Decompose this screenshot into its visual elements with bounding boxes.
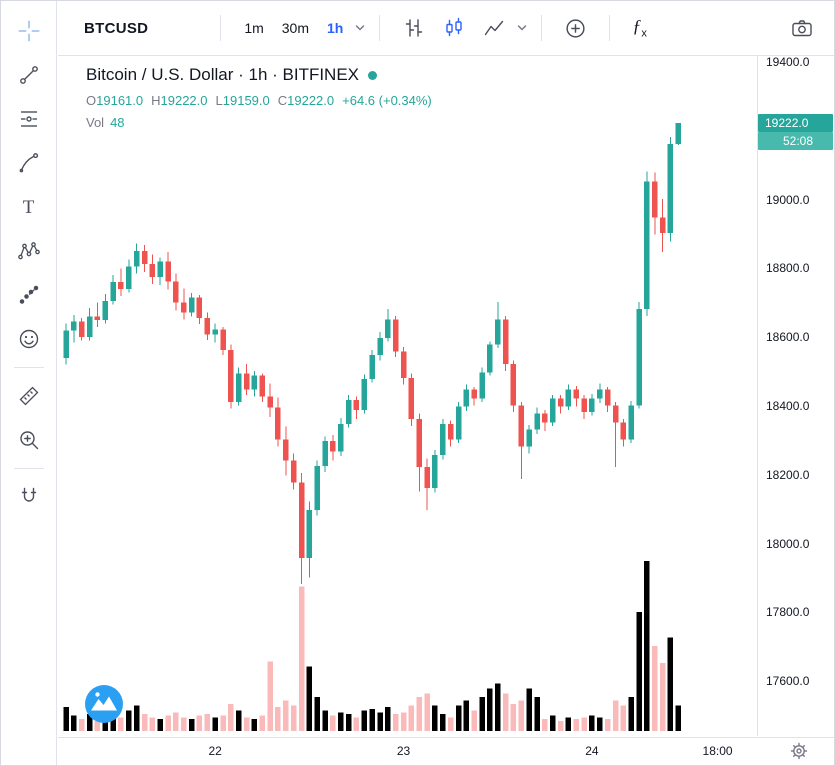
bar-countdown-badge: 52:08	[758, 132, 833, 151]
compare-button[interactable]	[564, 17, 587, 40]
prediction-tool-button[interactable]	[9, 273, 49, 317]
candles-chart-icon	[446, 17, 463, 37]
area-chart-icon	[485, 20, 504, 36]
chart-type-area-button[interactable]	[482, 16, 506, 40]
legend-title-row: Bitcoin / U.S. Dollar · 1h · BITFINEX	[86, 65, 440, 85]
price-tick-label: 18400.0	[766, 398, 810, 413]
indicators-button[interactable]: ƒx	[632, 17, 647, 40]
fib-retracement-icon	[20, 111, 37, 127]
toolbar-separator	[541, 15, 543, 41]
toolbar-separator	[220, 15, 222, 41]
toolbar-separator	[379, 15, 381, 41]
time-axis[interactable]: 22 23 24 18:00	[58, 737, 834, 765]
measure-tool-button[interactable]	[9, 374, 49, 418]
crosshair-icon	[18, 20, 39, 42]
main-toolbar: BTCUSD 1m 30m 1h	[58, 1, 834, 56]
chart-type-candles-button[interactable]	[442, 16, 466, 40]
zoom-in-tool-button[interactable]	[9, 418, 49, 462]
ruler-icon	[19, 386, 38, 406]
chart-pane[interactable]: Bitcoin / U.S. Dollar · 1h · BITFINEX O1…	[58, 56, 757, 736]
time-tick-label: 24	[585, 744, 599, 758]
text-tool-icon: T	[22, 196, 35, 218]
magnet-icon	[21, 487, 36, 502]
chevron-down-icon	[356, 25, 365, 31]
price-tick-label: 18200.0	[766, 467, 810, 482]
market-status-icon[interactable]	[368, 70, 378, 80]
gear-icon	[790, 742, 808, 760]
time-tick-label: 23	[396, 744, 411, 758]
trend-line-icon	[19, 66, 38, 84]
price-tick-label: 17600.0	[766, 674, 810, 689]
timeframe-menu-button[interactable]	[355, 24, 365, 32]
xabcd-pattern-tool-button[interactable]	[9, 229, 49, 273]
tradingview-logo[interactable]	[84, 684, 124, 724]
timeframe-1m-button[interactable]: 1m	[244, 20, 264, 36]
chart-settings-button[interactable]	[790, 742, 808, 765]
xabcd-pattern-icon	[17, 242, 40, 260]
toolbar-separator	[609, 15, 611, 41]
logo-icon	[85, 685, 123, 723]
chart-title[interactable]: Bitcoin / U.S. Dollar · 1h · BITFINEX	[86, 65, 360, 84]
price-tick-label: 19400.0	[766, 54, 810, 69]
forecast-icon	[19, 285, 38, 304]
chart-type-menu-button[interactable]	[517, 24, 527, 32]
text-tool-button[interactable]: T	[9, 185, 49, 229]
chart-type-bars-button[interactable]	[402, 16, 426, 40]
camera-icon	[792, 20, 812, 37]
bars-chart-icon	[406, 19, 423, 37]
price-axis[interactable]: 19222.0 52:08 19400.019200.019000.018800…	[757, 54, 834, 736]
drawing-toolbar: T	[1, 1, 57, 765]
price-tick-label: 17800.0	[766, 605, 810, 620]
price-tick-label: 18800.0	[766, 261, 810, 276]
zoom-in-icon	[19, 431, 38, 450]
chevron-down-icon	[518, 25, 527, 31]
brush-icon	[19, 153, 38, 173]
timeframe-30m-button[interactable]: 30m	[281, 20, 309, 36]
price-tick-label: 18600.0	[766, 330, 810, 345]
crosshair-tool-button[interactable]	[9, 9, 49, 53]
fib-retracement-tool-button[interactable]	[9, 97, 49, 141]
toolbar-divider	[13, 468, 44, 469]
smiley-icon	[19, 329, 38, 349]
toolbar-divider	[13, 367, 44, 368]
magnet-tool-button[interactable]	[9, 475, 49, 519]
emoji-tool-button[interactable]	[9, 317, 49, 361]
time-tick-label: 22	[208, 744, 222, 758]
screenshot-button[interactable]	[790, 16, 814, 40]
candlestick-plot[interactable]	[58, 56, 757, 736]
indicators-fx-icon: ƒx	[632, 15, 647, 40]
brush-tool-button[interactable]	[9, 141, 49, 185]
trend-line-tool-button[interactable]	[9, 53, 49, 97]
time-tick-label: 18:00	[702, 744, 733, 758]
last-price-badge: 19222.0	[758, 114, 833, 133]
symbol-button[interactable]: BTCUSD	[84, 19, 149, 37]
plus-circle-icon	[566, 18, 585, 38]
price-tick-label: 18000.0	[766, 536, 810, 551]
price-tick-label: 19000.0	[766, 192, 810, 207]
timeframe-1h-button[interactable]: 1h	[327, 20, 344, 36]
